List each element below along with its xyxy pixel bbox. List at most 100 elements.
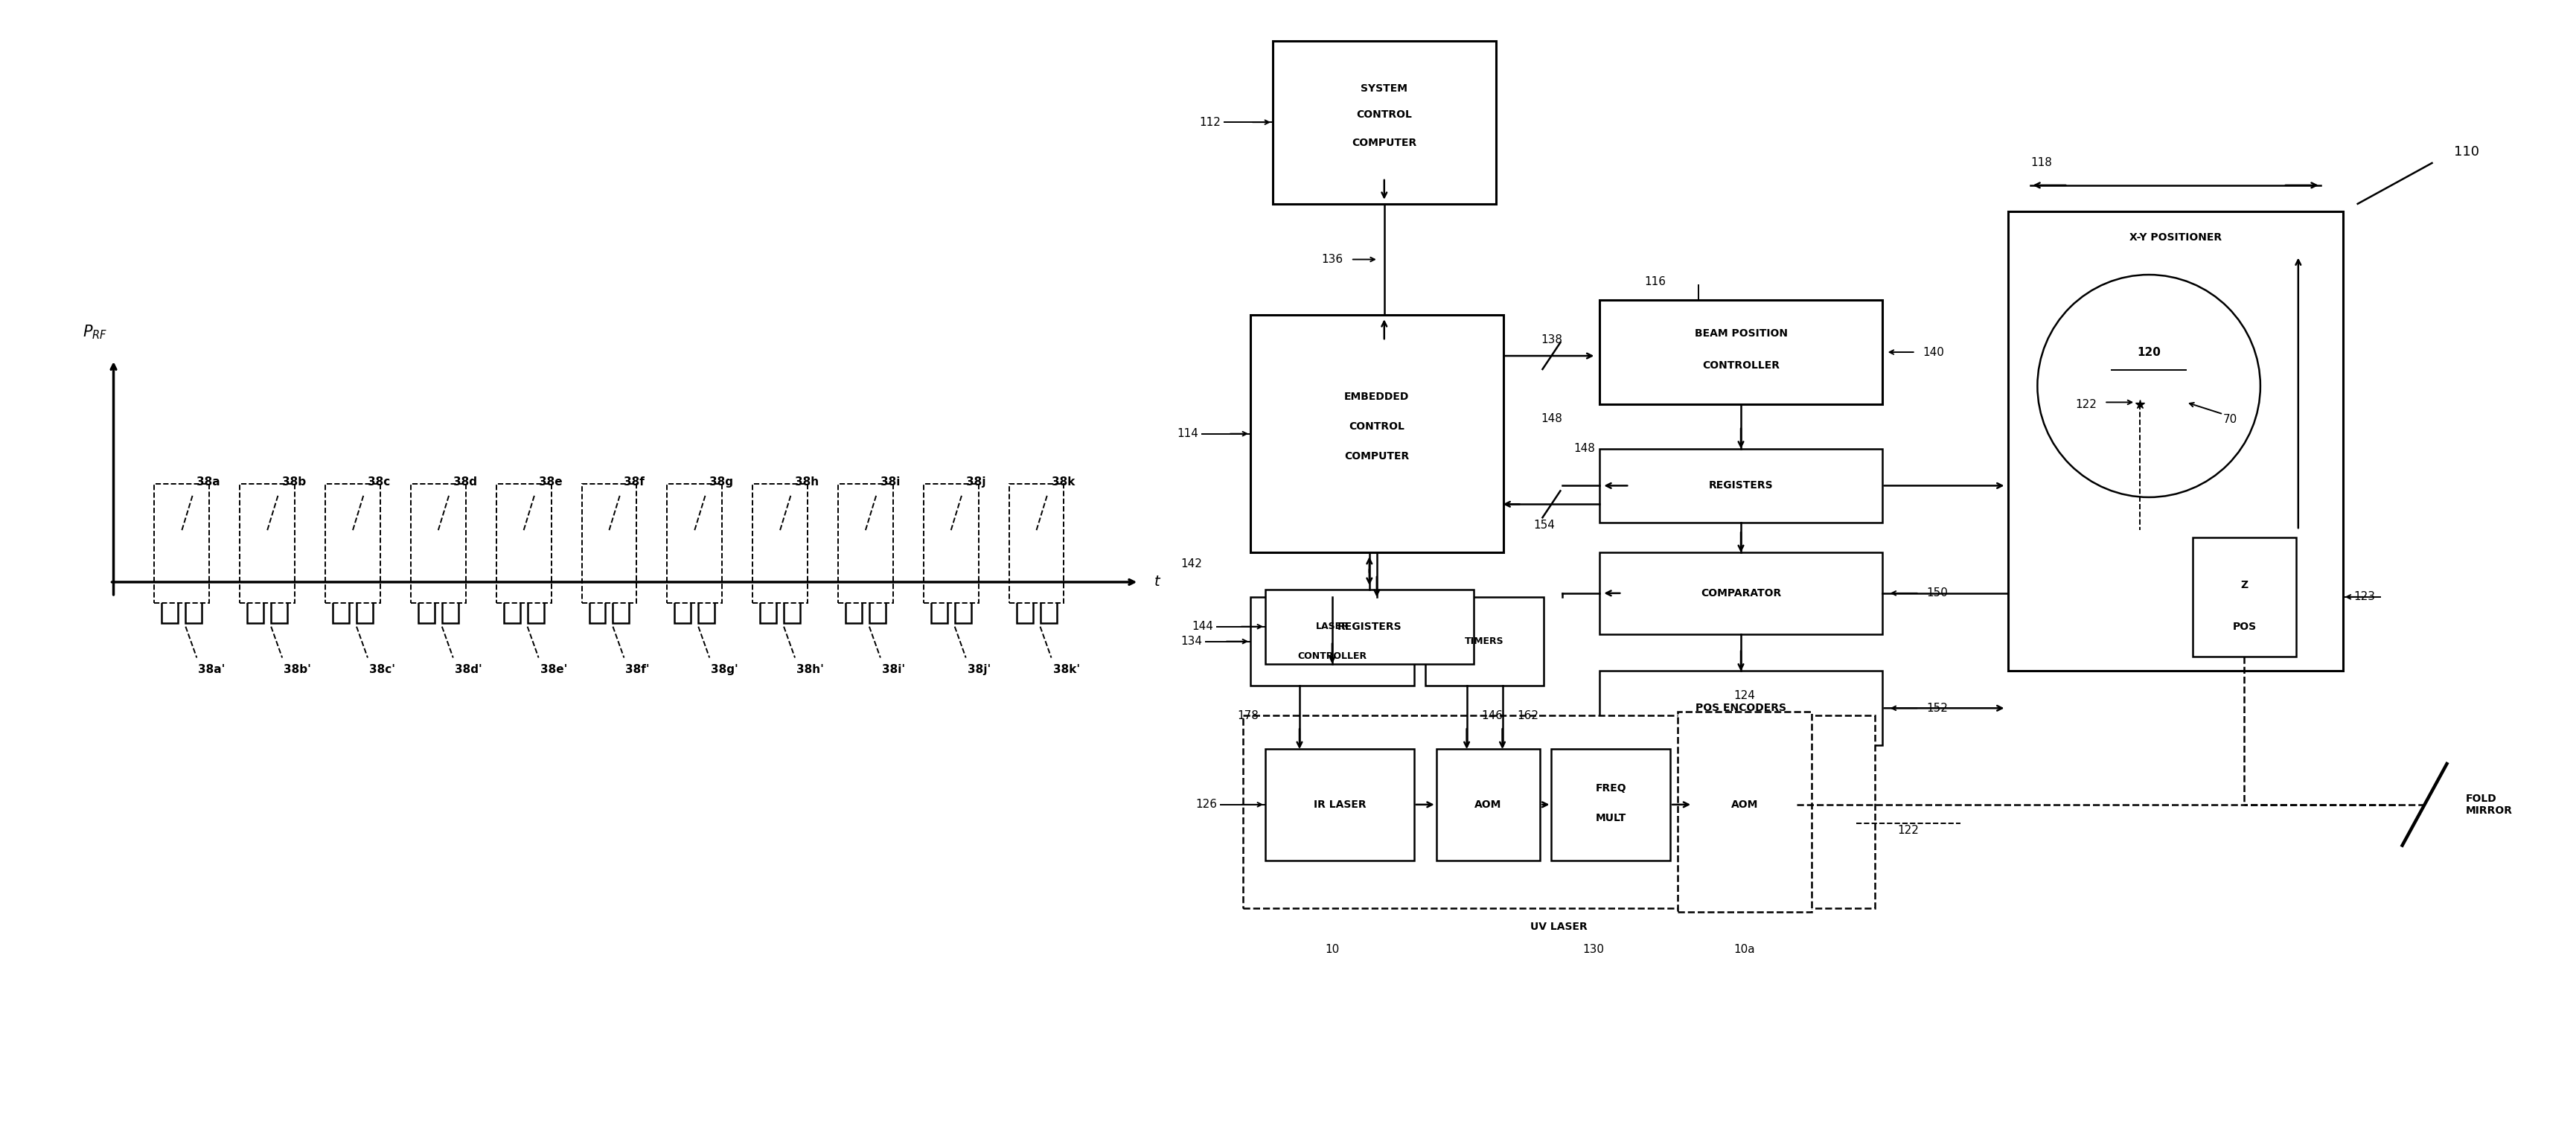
Bar (247, 534, 263, 582)
Text: 38k: 38k (1051, 477, 1074, 488)
Bar (1015, 582, 1033, 623)
Bar (760, 582, 775, 623)
Bar (1600, 300, 1880, 404)
Bar (502, 534, 520, 582)
Bar (845, 534, 860, 582)
Bar (355, 582, 374, 623)
Bar (1692, 749, 1795, 860)
Bar (528, 582, 544, 623)
Bar (1041, 534, 1056, 582)
Bar (1600, 671, 1880, 746)
Text: 114: 114 (1177, 428, 1198, 440)
Bar (325, 484, 381, 603)
Text: 140: 140 (1922, 347, 1945, 358)
Text: 152: 152 (1927, 702, 1947, 714)
Bar (752, 484, 806, 603)
Bar (956, 582, 971, 623)
Bar (528, 534, 544, 582)
Text: LASER: LASER (1316, 622, 1347, 631)
Bar (783, 534, 801, 582)
Text: 142: 142 (1180, 557, 1203, 569)
Text: POS ENCODERS: POS ENCODERS (1695, 702, 1785, 714)
Bar (1041, 582, 1056, 623)
Text: 38k': 38k' (1054, 664, 1079, 675)
Text: TIMERS: TIMERS (1466, 637, 1504, 646)
Text: 146: 146 (1481, 710, 1502, 722)
Bar (590, 582, 605, 623)
Text: 38d: 38d (453, 477, 477, 488)
Bar (240, 484, 294, 603)
Bar (837, 484, 894, 603)
Text: $t$: $t$ (1154, 576, 1162, 589)
Bar (185, 534, 201, 582)
Bar (783, 582, 801, 623)
Text: REGISTERS: REGISTERS (1337, 621, 1401, 632)
Bar (1600, 553, 1880, 634)
Text: 38c': 38c' (368, 664, 394, 675)
Text: 123: 123 (2354, 591, 2375, 603)
Text: COMPUTER: COMPUTER (1352, 138, 1417, 148)
Bar (922, 484, 979, 603)
Bar (1273, 41, 1494, 204)
Text: 38f: 38f (623, 477, 644, 488)
Text: 38d': 38d' (453, 664, 482, 675)
Bar (613, 534, 629, 582)
Text: SYSTEM: SYSTEM (1360, 84, 1406, 94)
Text: 124: 124 (1734, 690, 1754, 701)
Bar (582, 484, 636, 603)
Bar (162, 534, 178, 582)
Bar (956, 534, 971, 582)
Text: 134: 134 (1180, 636, 1203, 647)
Text: 38i: 38i (881, 477, 899, 488)
Text: Z: Z (2241, 580, 2246, 590)
Bar (698, 582, 714, 623)
Text: 38g: 38g (708, 477, 734, 488)
Bar (1435, 749, 1540, 860)
Text: AOM: AOM (1731, 800, 1757, 810)
Text: 136: 136 (1321, 254, 1342, 265)
Text: 120: 120 (2136, 347, 2161, 358)
Bar (502, 582, 520, 623)
Bar (868, 534, 886, 582)
Text: 38e': 38e' (541, 664, 567, 675)
Text: 122: 122 (2074, 399, 2097, 410)
Text: 38a': 38a' (198, 664, 224, 675)
Text: 10: 10 (1324, 944, 1340, 955)
Text: CONTROL: CONTROL (1350, 421, 1404, 432)
Text: 38b: 38b (283, 477, 307, 488)
Text: 122: 122 (1896, 825, 1919, 836)
Text: UV LASER: UV LASER (1530, 922, 1587, 932)
Text: 70: 70 (2223, 414, 2236, 425)
Bar (667, 484, 721, 603)
Text: AOM: AOM (1473, 800, 1502, 810)
Text: IR LASER: IR LASER (1314, 800, 1365, 810)
Bar (1249, 597, 1414, 685)
Bar (270, 534, 289, 582)
Text: 116: 116 (1643, 276, 1667, 288)
Bar (1551, 749, 1669, 860)
Text: 154: 154 (1533, 519, 1553, 530)
Bar (417, 534, 435, 582)
Bar (443, 534, 459, 582)
Text: 38h': 38h' (796, 664, 824, 675)
Bar (590, 534, 605, 582)
Bar (270, 582, 289, 623)
Bar (2192, 537, 2295, 656)
Bar (760, 534, 775, 582)
Text: CONTROL: CONTROL (1355, 110, 1412, 120)
Text: 126: 126 (1195, 799, 1216, 810)
Text: 10a: 10a (1734, 944, 1754, 955)
Bar (845, 582, 860, 623)
Bar (1425, 597, 1543, 685)
Text: FOLD
MIRROR: FOLD MIRROR (2465, 793, 2512, 816)
Bar (332, 582, 348, 623)
Text: 148: 148 (1540, 414, 1561, 425)
Bar (1015, 534, 1033, 582)
Bar (1265, 589, 1473, 664)
Bar (332, 534, 348, 582)
Text: FREQ: FREQ (1595, 783, 1625, 793)
Text: $P_{RF}$: $P_{RF}$ (82, 323, 108, 341)
Bar (355, 534, 374, 582)
Text: X-Y POSITIONER: X-Y POSITIONER (2128, 232, 2221, 242)
Text: 110: 110 (2452, 145, 2478, 159)
